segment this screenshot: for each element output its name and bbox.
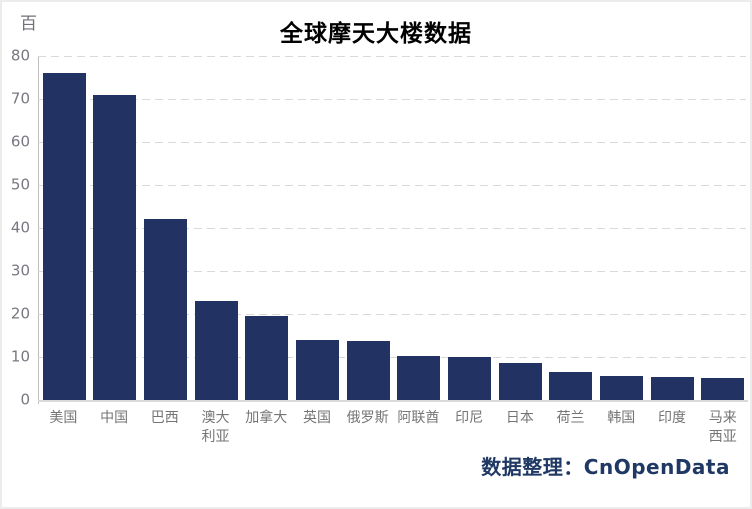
bar-3 <box>194 301 238 400</box>
data-source-credit: 数据整理：CnOpenData <box>481 455 730 479</box>
plot-area <box>38 55 748 404</box>
bar-slot-13 <box>697 56 748 400</box>
bar-4 <box>245 316 289 400</box>
bar-1 <box>93 94 137 400</box>
x-tick-label-2: 巴西 <box>150 410 179 426</box>
gridline-30 <box>38 270 746 272</box>
bar-slot-11 <box>596 56 647 400</box>
y-tick-label-10: 10 <box>10 347 30 366</box>
gridline-70 <box>38 98 746 100</box>
y-tick-label-50: 50 <box>10 175 30 194</box>
y-tick-label-60: 60 <box>10 132 30 151</box>
bar-0 <box>42 73 86 400</box>
y-tick-label-40: 40 <box>10 218 30 237</box>
x-tick-label-10: 荷兰 <box>556 410 585 426</box>
y-axis-unit-label: 百 <box>20 14 37 34</box>
x-tick-label-1: 中国 <box>100 410 129 426</box>
x-tick-label-13: 马来 西亚 <box>708 410 737 445</box>
x-axis-labels: 美国 中国 巴西 澳大 利亚 加拿大 英国 俄罗斯 阿联酋 印尼 日本 荷兰 韩国 印度 马来 西亚 <box>38 409 748 447</box>
bar-11 <box>599 375 643 400</box>
bar-slot-2 <box>140 56 191 400</box>
bar-13 <box>701 378 745 400</box>
x-tick-label-4: 加拿大 <box>245 410 288 426</box>
y-tick-label-80: 80 <box>10 46 30 65</box>
x-tick-label-3: 澳大 利亚 <box>201 410 230 445</box>
gridline-50 <box>38 184 746 186</box>
y-tick-label-20: 20 <box>10 304 30 323</box>
y-axis-line <box>38 56 39 404</box>
bar-slot-7 <box>393 56 444 400</box>
bar-slot-4 <box>242 56 293 400</box>
bar-slot-10 <box>545 56 596 400</box>
x-tick-label-0: 美国 <box>49 410 78 426</box>
x-axis-line <box>38 399 748 402</box>
bar-slot-12 <box>647 56 698 400</box>
gridline-60 <box>38 141 746 143</box>
bar-slot-3 <box>191 56 242 400</box>
x-tick-label-12: 印度 <box>657 410 686 426</box>
x-tick-label-11: 韩国 <box>607 410 636 426</box>
gridline-10 <box>38 356 746 358</box>
bar-12 <box>650 377 694 400</box>
bar-6 <box>346 340 390 400</box>
gridline-80 <box>38 55 746 57</box>
bar-7 <box>397 355 441 400</box>
x-tick-label-9: 日本 <box>505 410 534 426</box>
x-tick-label-6: 俄罗斯 <box>346 410 389 426</box>
gridline-20 <box>38 313 746 315</box>
chart-title: 全球摩天大楼数据 <box>280 21 472 47</box>
y-axis-labels: 0 10 20 30 40 50 60 70 80 <box>2 48 30 407</box>
gridline-40 <box>38 227 746 229</box>
bars-container <box>39 56 748 400</box>
y-tick-label-30: 30 <box>10 261 30 280</box>
bar-slot-8 <box>444 56 495 400</box>
bar-slot-0 <box>39 56 90 400</box>
y-tick-label-0: 0 <box>20 390 30 409</box>
y-tick-label-70: 70 <box>10 89 30 108</box>
bar-2 <box>144 219 188 400</box>
bar-slot-9 <box>495 56 546 400</box>
bar-9 <box>498 363 542 400</box>
x-tick-label-5: 英国 <box>302 410 331 426</box>
x-tick-label-7: 阿联酋 <box>397 410 440 426</box>
bar-slot-1 <box>90 56 141 400</box>
x-tick-label-8: 印尼 <box>455 410 484 426</box>
bar-slot-6 <box>343 56 394 400</box>
bar-10 <box>549 371 593 400</box>
bar-8 <box>447 357 491 400</box>
bar-5 <box>296 339 340 400</box>
bar-slot-5 <box>292 56 343 400</box>
